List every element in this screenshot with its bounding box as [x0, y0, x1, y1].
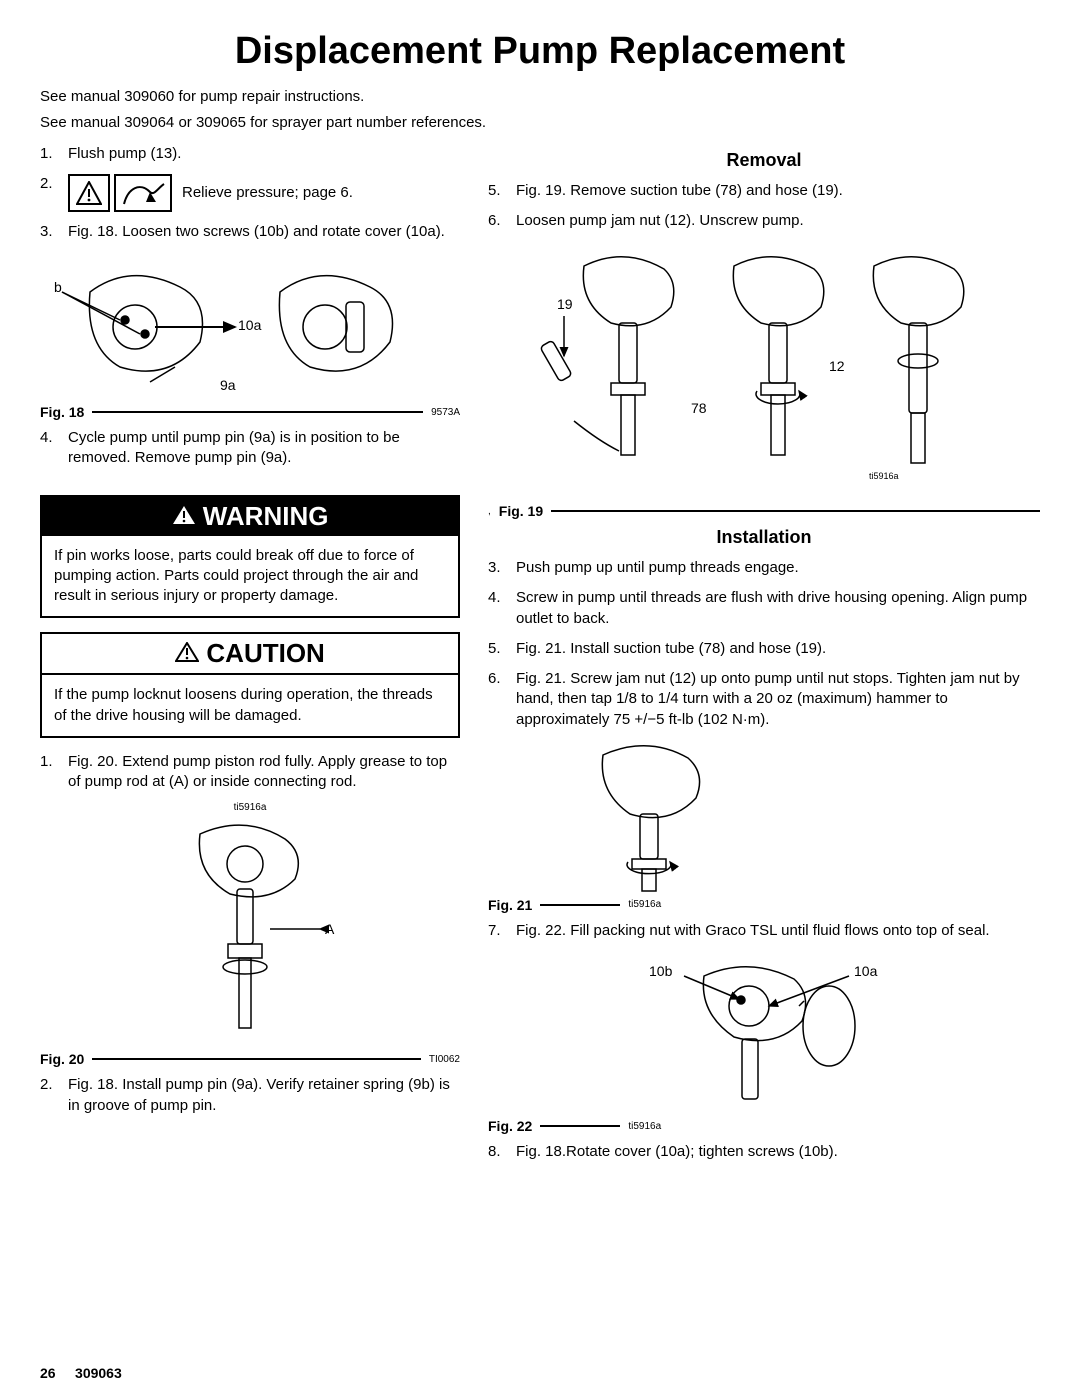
- step-text: Screw in pump until threads are flush wi…: [516, 588, 1040, 629]
- removal-left-steps: 1. Flush pump (13). 2. Relieve pressure;…: [40, 144, 460, 243]
- installation-left-steps: 1. Fig. 20. Extend pump piston rod fully…: [40, 752, 460, 793]
- step-text: Cycle pump until pump pin (9a) is in pos…: [68, 428, 460, 469]
- warning-box: WARNING If pin works loose, parts could …: [40, 495, 460, 619]
- intro-line-2: See manual 309064 or 309065 for sprayer …: [40, 113, 1040, 133]
- intro-block: See manual 309060 for pump repair instru…: [40, 87, 1040, 134]
- removal-left-steps-cont: 4. Cycle pump until pump pin (9a) is in …: [40, 428, 460, 469]
- warning-triangle-icon: [172, 501, 196, 532]
- callout-a: A: [325, 921, 335, 937]
- fig-rule: [540, 1125, 620, 1127]
- removal-heading: Removal: [488, 150, 1040, 171]
- step-num: 4.: [488, 588, 516, 629]
- step-num: 1.: [40, 144, 68, 164]
- warning-label: WARNING: [203, 501, 329, 531]
- step-num: 5.: [488, 639, 516, 659]
- page-number: 26: [40, 1365, 56, 1381]
- step-text: Fig. 18. Loosen two screws (10b) and rot…: [68, 222, 460, 242]
- step-text: Flush pump (13).: [68, 144, 460, 164]
- step-text: Push pump up until pump threads engage.: [516, 558, 1040, 578]
- warning-triangle-icon: [68, 174, 110, 212]
- callout-12: 12: [829, 358, 845, 374]
- step-num: 8.: [488, 1142, 516, 1162]
- installation-right-steps: 3. Push pump up until pump threads engag…: [488, 558, 1040, 730]
- step-num: 5.: [488, 181, 516, 201]
- step-num: 6.: [488, 669, 516, 730]
- callout-78: 78: [691, 400, 707, 416]
- fig18-label: Fig. 18: [40, 404, 84, 420]
- left-column: 1. Flush pump (13). 2. Relieve pressure;…: [40, 144, 460, 1173]
- page-title: Displacement Pump Replacement: [40, 30, 1040, 73]
- step-num: 4.: [40, 428, 68, 469]
- fig-rule: [92, 1058, 421, 1060]
- fig-rule: [92, 411, 423, 413]
- fig19-label: Fig. 19: [499, 503, 543, 519]
- fig20-code: TI0062: [429, 1054, 460, 1065]
- fig18-diagram: b 10a 9a: [40, 252, 460, 402]
- step-num: 7.: [488, 921, 516, 941]
- right-column: Removal 5. Fig. 19. Remove suction tube …: [488, 144, 1040, 1173]
- warning-body: If pin works loose, parts could break of…: [42, 536, 458, 617]
- step-num: 2.: [40, 174, 68, 212]
- step-num: 3.: [488, 558, 516, 578]
- fig22-code: ti5916a: [628, 1121, 661, 1132]
- step-text: Fig. 18.Rotate cover (10a); tighten scre…: [516, 1142, 1040, 1162]
- fig-rule: [540, 904, 620, 906]
- fig18-code: 9573A: [431, 407, 460, 418]
- fig22-label: Fig. 22: [488, 1118, 532, 1134]
- step-text: Fig. 20. Extend pump piston rod fully. A…: [68, 752, 460, 793]
- installation-right-steps-3: 8. Fig. 18.Rotate cover (10a); tighten s…: [488, 1142, 1040, 1162]
- callout-10a: 10a: [238, 317, 262, 333]
- fig21-diagram: [488, 740, 1040, 895]
- callout-10b: 10b: [649, 963, 673, 979]
- callout-9a: 9a: [220, 377, 236, 393]
- fig-rule: [551, 510, 1040, 512]
- fig20-label: Fig. 20: [40, 1051, 84, 1067]
- fig19-comma: ,: [488, 506, 491, 517]
- intro-line-1: See manual 309060 for pump repair instru…: [40, 87, 1040, 107]
- installation-right-steps-2: 7. Fig. 22. Fill packing nut with Graco …: [488, 921, 1040, 941]
- step2-after: Relieve pressure; page 6.: [182, 183, 353, 203]
- step-text: Fig. 21. Screw jam nut (12) up onto pump…: [516, 669, 1040, 730]
- callout-b: b: [54, 279, 62, 295]
- step-num: 3.: [40, 222, 68, 242]
- fig20-diagram: A: [40, 819, 460, 1049]
- caution-header: CAUTION: [42, 634, 458, 675]
- callout-19: 19: [557, 296, 573, 312]
- caution-label: CAUTION: [206, 638, 324, 668]
- fig19-inner-code: ti5916a: [869, 471, 899, 481]
- removal-right-steps: 5. Fig. 19. Remove suction tube (78) and…: [488, 181, 1040, 232]
- fig22-diagram: 10b 10a: [488, 951, 1040, 1116]
- step-text: Fig. 18. Install pump pin (9a). Verify r…: [68, 1075, 460, 1116]
- page-footer: 26 309063: [40, 1365, 122, 1381]
- fig21-code: ti5916a: [628, 899, 661, 910]
- caution-box: CAUTION If the pump locknut loosens duri…: [40, 632, 460, 738]
- step-text: Fig. 22. Fill packing nut with Graco TSL…: [516, 921, 1040, 941]
- doc-number: 309063: [75, 1365, 122, 1381]
- step-text: Relieve pressure; page 6.: [68, 174, 460, 212]
- installation-left-steps-2: 2. Fig. 18. Install pump pin (9a). Verif…: [40, 1075, 460, 1116]
- warning-header: WARNING: [42, 497, 458, 536]
- step-text: Loosen pump jam nut (12). Unscrew pump.: [516, 211, 1040, 231]
- pressure-relief-icon: [114, 174, 172, 212]
- installation-heading: Installation: [488, 527, 1040, 548]
- step-text: Fig. 21. Install suction tube (78) and h…: [516, 639, 1040, 659]
- fig19-diagram: 19 78 12 ti5916a: [488, 241, 1040, 501]
- fig20-topcode: ti5916a: [40, 802, 460, 813]
- caution-triangle-icon: [175, 638, 199, 669]
- step-text: Fig. 19. Remove suction tube (78) and ho…: [516, 181, 1040, 201]
- fig21-label: Fig. 21: [488, 897, 532, 913]
- step-num: 2.: [40, 1075, 68, 1116]
- step-num: 1.: [40, 752, 68, 793]
- caution-body: If the pump locknut loosens during opera…: [42, 675, 458, 736]
- step-num: 6.: [488, 211, 516, 231]
- callout-10a-2: 10a: [854, 963, 878, 979]
